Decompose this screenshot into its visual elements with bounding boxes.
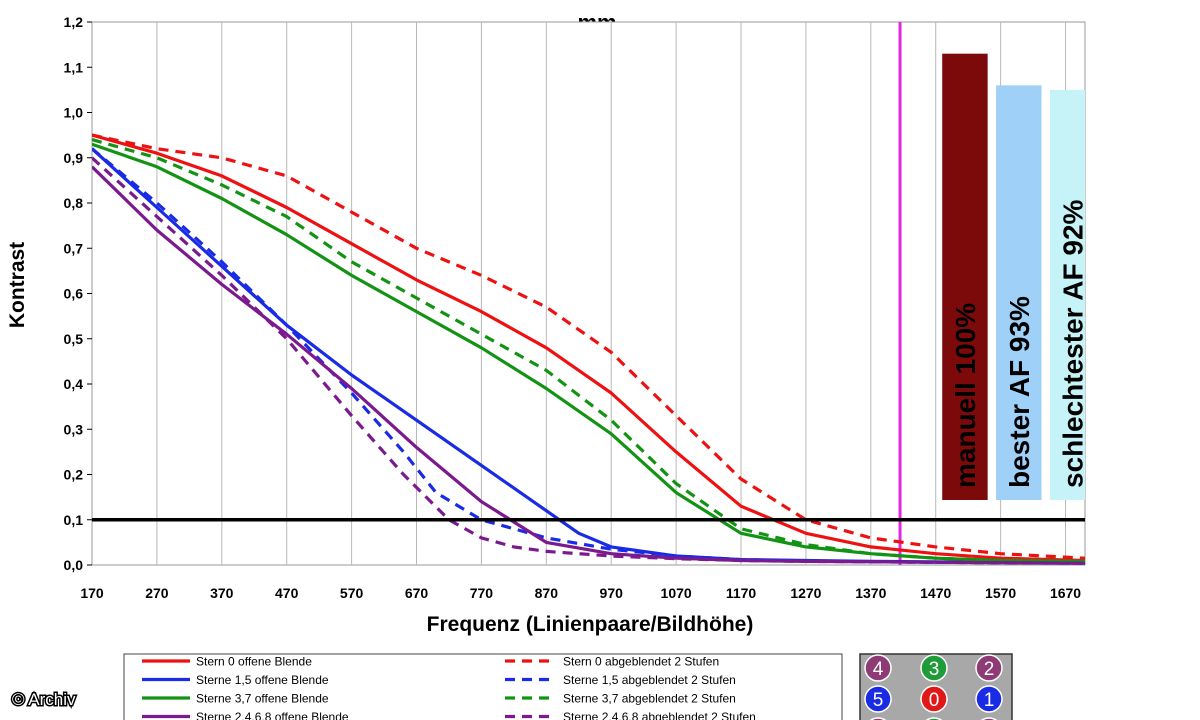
plot-area: 170 270 370 470 570 670 770 870 970 1070 1170 1270 1… — [64, 14, 1089, 601]
y-tick-label: 0,6 — [64, 286, 84, 302]
x-tick-label: 470 — [275, 585, 299, 601]
star-badge-row2-1 — [920, 685, 948, 713]
star-badge-row2-2 — [975, 685, 1003, 713]
y-tick-label: 0,8 — [64, 195, 84, 211]
x-tick-label: 670 — [405, 585, 429, 601]
y-tick-label: 0,2 — [64, 467, 84, 483]
bar-label-1: bester AF 93% — [1004, 296, 1035, 488]
x-tick-label: 1670 — [1050, 585, 1081, 601]
star-badge-label-row1-0: 4 — [873, 659, 884, 680]
x-tick-label: 1070 — [661, 585, 692, 601]
bar-label-0: manuell 100% — [950, 303, 981, 488]
legend-label-right-3: Sterne 2,4,6,8 abgeblendet 2 Stufen — [563, 710, 756, 720]
series-line-0 — [92, 133, 1085, 563]
star-badge-row1-2 — [975, 654, 1003, 682]
star-badge-row2-0 — [864, 685, 892, 713]
y-tick-label: 0,0 — [64, 557, 84, 573]
y-tick-label: 1,2 — [64, 14, 84, 30]
bar-2 — [1049, 89, 1085, 500]
star-badge-label-row1-2: 2 — [984, 659, 995, 680]
legend-label-right-1: Sterne 1,5 abgeblendet 2 Stufen — [563, 673, 736, 687]
x-tick-label: 270 — [145, 585, 169, 601]
legend-label-right-0: Stern 0 abgeblendet 2 Stufen — [563, 655, 719, 669]
x-tick-label: 170 — [80, 585, 104, 601]
x-tick-label: 770 — [470, 585, 494, 601]
star-badge-panel: 4 3 2 5 0 1 — [859, 653, 1013, 720]
legend-label-left-2: Sterne 3,7 offene Blende — [196, 692, 329, 706]
y-axis-label: Kontrast — [6, 242, 29, 328]
legend: Stern 0 offene Blende Sterne 1,5 offene B… — [123, 653, 843, 720]
x-tick-label: 370 — [210, 585, 234, 601]
star-badge-label-row2-1: 0 — [929, 690, 940, 711]
x-tick-label: 1170 — [726, 585, 757, 601]
x-tick-label: 570 — [340, 585, 364, 601]
x-tick-label: 1570 — [985, 585, 1016, 601]
y-tick-label: 1,0 — [64, 105, 84, 121]
series-line-7 — [92, 156, 1085, 565]
x-tick-label: 1370 — [855, 585, 886, 601]
y-tick-label: 0,9 — [64, 150, 84, 166]
y-tick-label: 0,7 — [64, 240, 84, 256]
y-tick-label: 1,1 — [64, 59, 84, 75]
bar-group: manuell 100% bester AF 93% schlechtester A… — [942, 53, 1089, 501]
y-tick-label: 0,4 — [64, 376, 84, 392]
copyright-label: © Archiv — [12, 690, 76, 709]
star-badge-label-row1-1: 3 — [929, 659, 940, 680]
series-line-1 — [92, 133, 1085, 560]
y-tick-label: 0,3 — [64, 421, 84, 437]
y-tick-label: 0,5 — [64, 331, 84, 347]
x-tick-label: 870 — [535, 585, 559, 601]
x-tick-label: 970 — [600, 585, 624, 601]
star-badge-label-row2-2: 1 — [984, 690, 995, 711]
legend-label-right-2: Sterne 3,7 abgeblendet 2 Stufen — [563, 692, 736, 706]
series-line-5 — [92, 138, 1085, 563]
legend-label-left-0: Stern 0 offene Blende — [196, 655, 312, 669]
bar-1 — [996, 85, 1042, 500]
series-line-4 — [92, 142, 1085, 563]
x-axis-label: Frequenz (Linienpaare/Bildhöhe) — [427, 613, 754, 636]
star-badge-row1-1 — [920, 654, 948, 682]
bar-0 — [942, 53, 988, 501]
legend-label-left-3: Sterne 2,4,6,8 offene Blende — [196, 710, 349, 720]
star-badge-label-row2-0: 5 — [873, 690, 884, 711]
x-tick-label: 1470 — [920, 585, 951, 601]
legend-label-left-1: Sterne 1,5 offene Blende — [196, 673, 329, 687]
bar-label-2: schlechtester AF 92% — [1058, 199, 1089, 488]
x-tick-label: 1270 — [790, 585, 821, 601]
legend-box — [123, 653, 843, 720]
star-badge-row1-0 — [864, 654, 892, 682]
y-tick-label: 0,1 — [64, 512, 84, 528]
plot-frame — [91, 21, 1086, 566]
